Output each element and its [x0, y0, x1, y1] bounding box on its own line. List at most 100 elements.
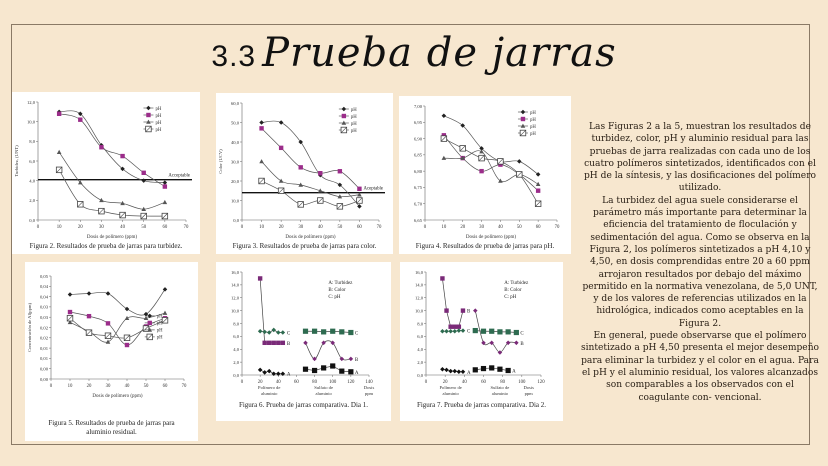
svg-text:10: 10	[68, 384, 73, 389]
svg-text:pH: pH	[157, 336, 163, 341]
svg-text:6,0: 6,0	[233, 334, 239, 340]
svg-text:50: 50	[141, 225, 146, 230]
svg-text:0: 0	[241, 225, 244, 230]
svg-text:2,0: 2,0	[29, 198, 35, 204]
figure-caption: Figura 5. Resultados de prueba de jarras…	[48, 419, 175, 436]
svg-text:30: 30	[99, 225, 104, 230]
svg-text:0: 0	[37, 225, 40, 230]
svg-text:20: 20	[78, 225, 83, 230]
svg-text:4,0: 4,0	[29, 178, 35, 184]
svg-text:4,0: 4,0	[417, 347, 423, 353]
svg-text:80: 80	[500, 380, 505, 385]
svg-text:Concentración de Al(ppm): Concentración de Al(ppm)	[27, 303, 32, 352]
svg-text:6,70: 6,70	[414, 202, 423, 208]
svg-text:C: pH: C: pH	[328, 295, 340, 300]
svg-text:pH: pH	[157, 329, 163, 334]
chart-svg: 0,0 2,0 4,0 6,0 8,0 10,0 12,0 14,0 16,0 0 20 40 60 80…	[415, 270, 545, 396]
svg-text:aluminio: aluminio	[442, 391, 459, 396]
figure-3-color: 0,0 10,0 20,0 30,0 40,0 50,0 60,0 0 10 20 30 40 50 60…	[216, 93, 393, 254]
svg-text:12,0: 12,0	[27, 100, 36, 106]
svg-text:6,85: 6,85	[414, 153, 423, 159]
chart-svg: 0,0 2,0 4,0 6,0 8,0 10,0 12,0 14,0 16,0 0 20 40 60 80…	[231, 270, 375, 396]
figure-5-aluminum: 0,00 0,00 0,01 0,01 0,02 0,02 0,03 0,03 0,04 0,04…	[25, 262, 198, 441]
svg-text:10: 10	[259, 225, 264, 230]
svg-text:ppm: ppm	[365, 391, 374, 396]
svg-text:14,0: 14,0	[231, 283, 240, 289]
svg-text:10,0: 10,0	[415, 308, 424, 314]
svg-text:0,04: 0,04	[40, 284, 49, 290]
svg-text:Dosis: Dosis	[364, 385, 375, 390]
svg-text:12,0: 12,0	[415, 296, 424, 302]
svg-text:6,65: 6,65	[414, 218, 423, 224]
svg-text:50,0: 50,0	[231, 120, 240, 126]
svg-text:10,0: 10,0	[27, 119, 36, 125]
svg-text:60: 60	[294, 380, 299, 385]
svg-text:pH: pH	[530, 118, 536, 123]
svg-text:0,00: 0,00	[40, 377, 49, 383]
svg-text:80: 80	[312, 380, 317, 385]
svg-text:0,0: 0,0	[233, 373, 239, 379]
svg-text:0: 0	[241, 380, 244, 385]
svg-text:10: 10	[57, 225, 62, 230]
svg-text:ppm: ppm	[525, 391, 534, 396]
svg-text:Polímero de: Polímero de	[258, 385, 280, 390]
svg-text:70: 70	[555, 225, 560, 230]
figure-7-comparative-day2: 0,0 2,0 4,0 6,0 8,0 10,0 12,0 14,0 16,0 0 20 40 60 80…	[400, 262, 563, 421]
slide-frame	[11, 24, 810, 445]
svg-text:Dosis de polímero (ppm): Dosis de polímero (ppm)	[92, 394, 142, 399]
figure-caption: Figura 6. Prueba de jarras comparativa. …	[238, 401, 369, 409]
svg-text:40: 40	[318, 225, 323, 230]
svg-text:pH: pH	[157, 322, 163, 327]
svg-text:0,0: 0,0	[233, 218, 239, 224]
svg-text:pH: pH	[351, 115, 357, 120]
svg-text:70: 70	[377, 225, 382, 230]
figure-caption: Figura 4. Resultados de prueba de jarras…	[415, 242, 555, 250]
svg-text:0: 0	[424, 225, 427, 230]
chart-svg: 0,0 10,0 20,0 30,0 40,0 50,0 60,0 0 10 20 30 40 50 60…	[218, 101, 385, 240]
svg-text:aluminio: aluminio	[315, 391, 332, 396]
svg-text:8,0: 8,0	[233, 321, 239, 327]
svg-text:B: Color: B: Color	[328, 288, 346, 293]
svg-text:20: 20	[87, 384, 92, 389]
svg-text:pH: pH	[530, 132, 536, 137]
svg-text:C: C	[467, 330, 471, 335]
slide-title: 3.3 Prueba de jarras	[0, 30, 828, 76]
svg-text:60: 60	[536, 225, 541, 230]
figure-caption: Figura 7. Prueba de jarras comparativa. …	[416, 401, 547, 409]
svg-text:100: 100	[518, 380, 526, 385]
svg-text:6,75: 6,75	[414, 185, 423, 191]
svg-text:pH: pH	[155, 121, 161, 126]
svg-text:6,95: 6,95	[414, 120, 423, 126]
title-number: 3.3	[211, 40, 257, 73]
svg-text:aluminio: aluminio	[492, 391, 509, 396]
svg-text:12,0: 12,0	[231, 296, 240, 302]
svg-text:aluminio: aluminio	[261, 391, 278, 396]
title-text: Prueba de jarras	[262, 30, 617, 76]
svg-text:8,0: 8,0	[417, 321, 423, 327]
svg-text:Color (UCV): Color (UCV)	[218, 149, 223, 174]
svg-text:6,90: 6,90	[414, 136, 423, 142]
svg-text:140: 140	[365, 380, 373, 385]
svg-text:20: 20	[443, 380, 448, 385]
svg-text:16,0: 16,0	[415, 270, 424, 276]
svg-text:60: 60	[163, 384, 168, 389]
svg-text:B: B	[355, 358, 359, 363]
svg-text:B: B	[520, 342, 524, 347]
svg-text:A: A	[512, 369, 516, 374]
svg-text:40: 40	[498, 225, 503, 230]
figure-caption: Figura 3. Resultados de prueba de jarras…	[232, 242, 377, 250]
paragraph-1: Las Figuras 2 a la 5, muestran los resul…	[583, 122, 817, 194]
svg-text:20: 20	[258, 380, 263, 385]
svg-text:16,0: 16,0	[231, 270, 240, 276]
svg-text:A: A	[467, 371, 471, 376]
svg-text:7,00: 7,00	[414, 104, 423, 110]
svg-text:B: B	[287, 342, 291, 347]
svg-text:Dosis de polímero (ppm): Dosis de polímero (ppm)	[285, 235, 335, 240]
svg-text:A: A	[287, 373, 291, 378]
figure-2-turbidity: 0,0 2,0 4,0 6,0 8,0 10,0 12,0 0 10 20 30 40 50 60 70 Tu…	[12, 92, 200, 254]
svg-text:2,0: 2,0	[417, 360, 423, 366]
svg-text:pH: pH	[155, 128, 161, 133]
svg-text:0: 0	[425, 380, 428, 385]
svg-text:0,00: 0,00	[40, 367, 49, 373]
svg-text:0,05: 0,05	[40, 274, 49, 280]
